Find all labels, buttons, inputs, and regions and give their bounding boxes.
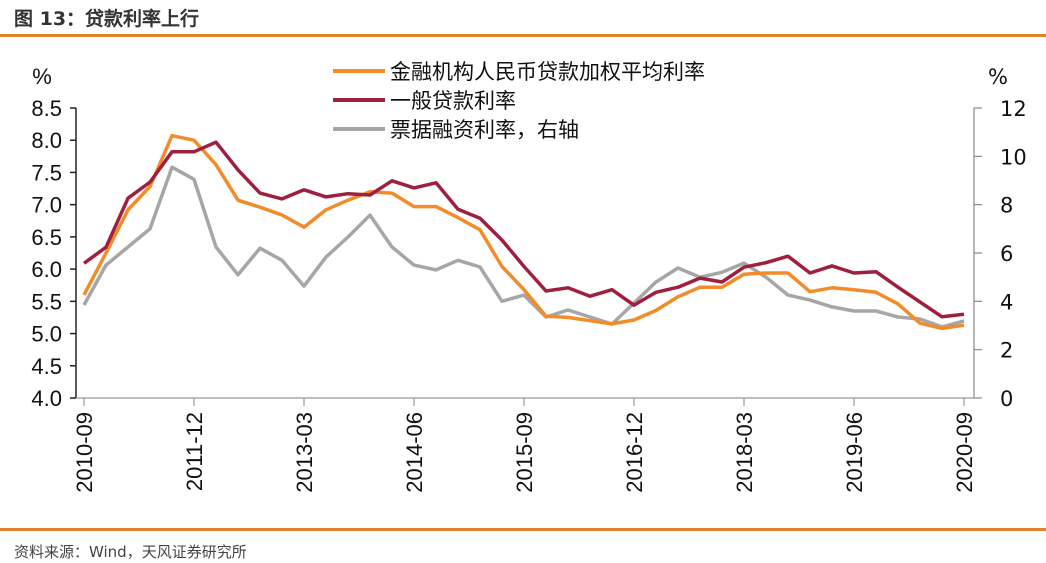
left-tick-label: 4.0 — [31, 386, 62, 411]
right-tick-label: 10 — [1000, 145, 1027, 169]
left-tick-label: 7.0 — [31, 193, 62, 218]
left-tick-label: 5.5 — [31, 289, 62, 314]
right-axis-unit: % — [988, 65, 1008, 89]
x-tick-label: 2010-09 — [72, 412, 97, 493]
series-line-bill — [82, 165, 965, 329]
left-tick-label: 5.0 — [31, 322, 62, 347]
x-tick-label: 2014-06 — [402, 412, 427, 493]
legend-label-weighted: 金融机构人民币贷款加权平均利率 — [390, 60, 705, 84]
series-line-weighted — [82, 133, 965, 331]
left-tick-label: 8.5 — [31, 96, 62, 121]
x-tick-label: 2018-03 — [732, 412, 757, 493]
legend-label-general: 一般贷款利率 — [390, 89, 516, 113]
chart: 8.58.07.57.06.56.05.55.04.54.0%121086420… — [31, 60, 1027, 493]
left-tick-label: 7.5 — [31, 160, 62, 185]
source-note: 资料来源：Wind，天风证券研究所 — [14, 543, 247, 561]
left-tick-label: 8.0 — [31, 128, 62, 153]
x-tick-label: 2011-12 — [182, 412, 207, 491]
legend-label-bill: 票据融资利率，右轴 — [390, 118, 579, 142]
right-tick-label: 12 — [1000, 97, 1027, 121]
right-tick-label: 8 — [1000, 194, 1013, 218]
right-tick-label: 4 — [1000, 290, 1013, 314]
left-tick-label: 6.5 — [31, 225, 62, 250]
x-tick-label: 2019-06 — [842, 412, 867, 493]
x-tick-label: 2016-12 — [622, 412, 647, 493]
x-tick-label: 2015-09 — [512, 412, 537, 493]
top-rule — [0, 34, 1046, 37]
x-tick-label: 2020-09 — [952, 412, 977, 493]
left-axis-unit: % — [32, 64, 52, 89]
left-tick-label: 6.0 — [31, 257, 62, 282]
figure-title: 图 13：贷款利率上行 — [14, 8, 200, 30]
series-line-general — [82, 140, 965, 319]
x-tick-label: 2013-03 — [292, 412, 317, 493]
left-tick-label: 4.5 — [31, 354, 62, 379]
right-tick-label: 6 — [1000, 242, 1013, 266]
right-tick-label: 0 — [1000, 387, 1013, 411]
bottom-rule — [0, 528, 1046, 531]
right-tick-label: 2 — [1000, 339, 1013, 363]
